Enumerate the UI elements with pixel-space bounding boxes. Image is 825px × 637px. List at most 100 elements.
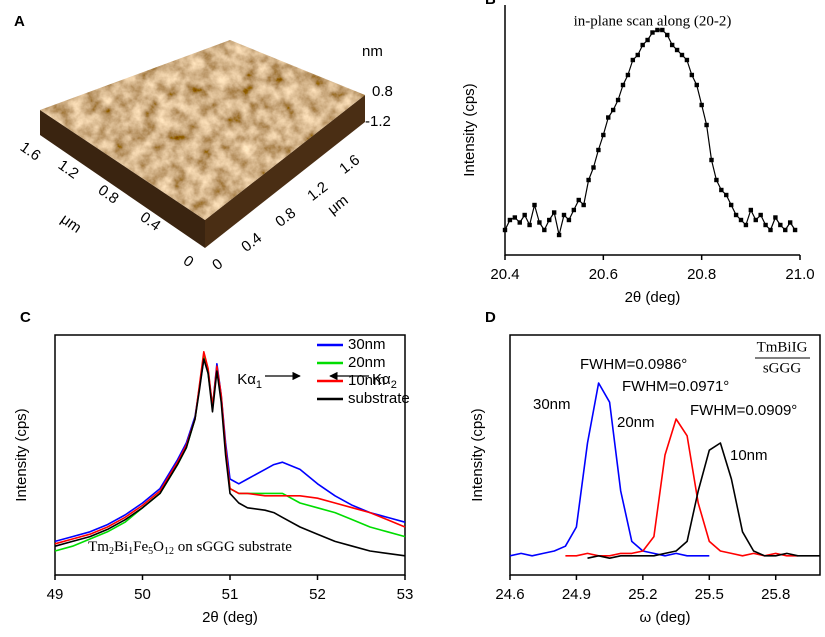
point	[626, 73, 630, 77]
point	[749, 208, 753, 212]
annotation: FWHM=0.0971°	[622, 378, 729, 395]
series-line	[505, 30, 795, 235]
point	[690, 73, 694, 77]
annotation: Kα2	[372, 371, 397, 391]
point	[793, 228, 797, 232]
x-tick-label: 50	[134, 586, 151, 603]
point	[724, 193, 728, 197]
point	[758, 213, 762, 217]
point	[709, 158, 713, 162]
point	[508, 218, 512, 222]
footnote: Tm2Bi1Fe5O12 on sGGG substrate	[88, 539, 292, 557]
point	[631, 58, 635, 62]
ratio-top: TmBiIG	[757, 339, 808, 355]
annotation: FWHM=0.0986°	[580, 356, 687, 373]
point	[778, 223, 782, 227]
point	[611, 108, 615, 112]
point	[739, 218, 743, 222]
point	[572, 208, 576, 212]
point	[591, 165, 595, 169]
point	[685, 58, 689, 62]
footnote-text: Bi	[114, 539, 128, 555]
point	[547, 218, 551, 222]
point	[655, 28, 659, 32]
panel-letter: D	[485, 309, 496, 326]
footnote-text: O	[153, 539, 164, 555]
series-line	[565, 419, 798, 556]
point	[577, 198, 581, 202]
point	[601, 133, 605, 137]
point	[567, 218, 571, 222]
x-axis-label: 2θ (deg)	[202, 609, 258, 626]
point	[768, 228, 772, 232]
point	[606, 115, 610, 119]
legend-label: 30nm	[348, 336, 386, 353]
x-tick-label: 51	[222, 586, 239, 603]
point	[527, 223, 531, 227]
point	[522, 213, 526, 217]
z-label: nm	[362, 43, 383, 60]
axes	[505, 5, 800, 255]
x-tick-label: 20.4	[490, 266, 519, 283]
x-tick-label: 25.2	[628, 586, 657, 603]
z-tick-label: 0.8	[372, 83, 393, 100]
y-axis-label: μm	[324, 192, 351, 218]
y-axis-label: Intensity (cps)	[461, 83, 478, 176]
point	[621, 83, 625, 87]
point	[699, 103, 703, 107]
footnote-sub: 12	[164, 546, 174, 557]
point	[503, 228, 507, 232]
series-label: 20nm	[617, 414, 655, 431]
subtitle: in-plane scan along (20-2)	[574, 13, 732, 29]
point	[537, 220, 541, 224]
x-tick-label: 21.0	[785, 266, 814, 283]
x-tick-label: 20.8	[687, 266, 716, 283]
x-tick-label: 1.6	[17, 139, 44, 165]
y-axis-label: Intensity (cps)	[13, 408, 30, 501]
x-tick-label: 24.6	[495, 586, 524, 603]
y-tick-label: 1.6	[336, 151, 363, 177]
point	[586, 178, 590, 182]
x-tick-label: 24.9	[562, 586, 591, 603]
panel-letter: A	[14, 13, 25, 30]
point	[636, 53, 640, 57]
point	[596, 148, 600, 152]
panel-letter: C	[20, 309, 31, 326]
y-tick-label: 0.8	[272, 204, 299, 230]
point	[616, 98, 620, 102]
point	[754, 218, 758, 222]
point	[557, 233, 561, 237]
point	[729, 203, 733, 207]
point	[532, 203, 536, 207]
legend-label: substrate	[348, 390, 410, 407]
y-tick-label: 0.4	[238, 229, 265, 255]
point	[763, 223, 767, 227]
y-axis-label: Intensity (cps)	[469, 408, 486, 501]
annotation-text: Kα	[237, 371, 256, 388]
series-label: 30nm	[533, 396, 571, 413]
point	[744, 223, 748, 227]
point	[640, 43, 644, 47]
point	[680, 53, 684, 57]
x-axis-label: 2θ (deg)	[625, 289, 681, 306]
afm-surface	[40, 40, 365, 248]
point	[645, 38, 649, 42]
y-tick-label: 1.2	[304, 178, 331, 204]
point	[714, 178, 718, 182]
point	[581, 203, 585, 207]
point	[788, 220, 792, 224]
point	[562, 213, 566, 217]
x-axis-label: ω (deg)	[640, 609, 691, 626]
point	[675, 48, 679, 52]
annotation: FWHM=0.0909°	[690, 402, 797, 419]
point	[734, 213, 738, 217]
footnote-text: Tm	[88, 539, 109, 555]
legend-label: 20nm	[348, 354, 386, 371]
point	[552, 210, 556, 214]
x-tick-label: 0	[180, 252, 197, 271]
annotation-sub: 2	[391, 379, 397, 391]
figure: Anm0.8-1.21.61.20.80.40μm00.40.81.21.6μm…	[0, 0, 825, 632]
panel-letter: B	[485, 0, 496, 8]
x-tick-label: 20.6	[589, 266, 618, 283]
point	[704, 123, 708, 127]
